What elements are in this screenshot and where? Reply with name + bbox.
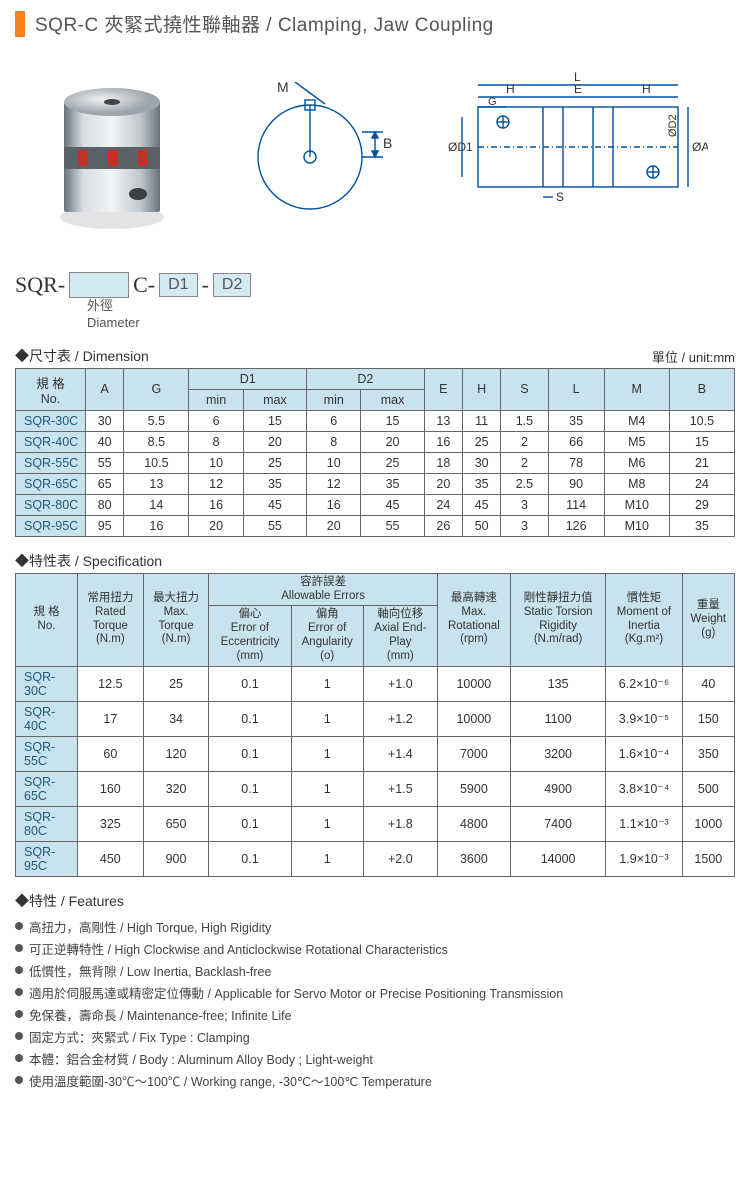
bullet-icon	[15, 1076, 23, 1084]
feature-item: 免保養，壽命長 / Maintenance-free; Infinite Lif…	[15, 1005, 735, 1024]
product-photo	[42, 72, 182, 232]
svg-text:B: B	[383, 135, 392, 151]
feature-item: 本體：鋁合金材質 / Body : Aluminum Alloy Body ; …	[15, 1049, 735, 1068]
th-s: S	[501, 368, 548, 410]
table-row: SQR-30C305.561561513111.535M410.5	[16, 410, 735, 431]
features-section: ◆特性 / Features 高扭力，高剛性 / High Torque, Hi…	[15, 891, 735, 1090]
th-weight: 重量 Weight (g)	[682, 573, 734, 666]
th-m: M	[604, 368, 669, 410]
svg-text:S: S	[556, 190, 564, 204]
svg-text:H: H	[642, 82, 651, 96]
th-rpm: 最高轉速 Max. Rotational (rpm)	[437, 573, 510, 666]
spec-title: ◆特性表 / Specification	[15, 551, 162, 571]
svg-text:M: M	[277, 82, 289, 95]
feature-item: 可正逆轉特性 / High Clockwise and Anticlockwis…	[15, 939, 735, 958]
table-row: SQR-80C3256500.11+1.8480074001.1×10⁻³100…	[16, 806, 735, 841]
feature-item: 使用溫度範圍-30℃～100℃ / Working range, -30℃～10…	[15, 1071, 735, 1090]
bullet-icon	[15, 966, 23, 974]
partcode-dash: -	[202, 272, 209, 298]
svg-text:ØA: ØA	[692, 140, 708, 154]
feature-item: 適用於伺服馬達或精密定位傳動 / Applicable for Servo Mo…	[15, 983, 735, 1002]
partcode-diameter-box	[69, 272, 129, 298]
th-allow: 容許誤差 Allowable Errors	[209, 573, 437, 606]
svg-text:ØD1: ØD1	[448, 140, 473, 154]
th-spec-no: 規 格 No.	[16, 573, 78, 666]
table-row: SQR-55C601200.11+1.4700032001.6×10⁻⁴350	[16, 736, 735, 771]
table-row: SQR-40C17340.11+1.21000011003.9×10⁻⁵150	[16, 701, 735, 736]
th-l: L	[548, 368, 604, 410]
feature-item: 固定方式：夾緊式 / Fix Type : Clamping	[15, 1027, 735, 1046]
page-title-row: SQR-C 夾緊式撓性聯軸器 / Clamping, Jaw Coupling	[15, 10, 735, 37]
svg-text:ØD2: ØD2	[667, 114, 679, 137]
feature-item: 高扭力，高剛性 / High Torque, High Rigidity	[15, 917, 735, 936]
th-rigidity: 剛性靜扭力值 Static Torsion Rigidity (N.m/rad)	[510, 573, 605, 666]
th-e: E	[424, 368, 462, 410]
th-a: A	[86, 368, 124, 410]
table-row: SQR-30C12.5250.11+1.0100001356.2×10⁻⁶40	[16, 666, 735, 701]
table-row: SQR-55C5510.5102510251830278M621	[16, 452, 735, 473]
th-rated: 常用扭力 Rated Torque (N.m)	[78, 573, 144, 666]
th-d1: D1	[189, 368, 307, 389]
th-inertia: 慣性矩 Moment of Inertia (Kg.m²)	[606, 573, 682, 666]
table-row: SQR-95C4509000.11+2.03600140001.9×10⁻³15…	[16, 841, 735, 876]
dimension-table: 規 格 No. A G D1 D2 E H S L M B min max mi…	[15, 368, 735, 537]
feature-item: 低慣性，無背隙 / Low Inertia, Backlash-free	[15, 961, 735, 980]
th-d2max: max	[361, 389, 424, 410]
th-ecc: 偏心 Error of Eccentricity (mm)	[209, 606, 291, 666]
svg-text:E: E	[574, 82, 582, 96]
page-title: SQR-C 夾緊式撓性聯軸器 / Clamping, Jaw Coupling	[35, 10, 494, 37]
table-row: SQR-95C95162055205526503126M1035	[16, 515, 735, 536]
bullet-icon	[15, 988, 23, 996]
th-ang: 偏角 Error of Angularity (o)	[291, 606, 363, 666]
svg-text:H: H	[506, 82, 515, 96]
part-code-block: SQR- C- D1 - D2 外徑 Diameter	[15, 272, 735, 332]
features-title: ◆特性 / Features	[15, 891, 735, 911]
svg-text:G: G	[488, 96, 497, 108]
spec-table: 規 格 No. 常用扭力 Rated Torque (N.m) 最大扭力 Max…	[15, 573, 735, 877]
partcode-prefix: SQR-	[15, 272, 65, 298]
bullet-icon	[15, 1032, 23, 1040]
dimension-title: ◆尺寸表 / Dimension	[15, 346, 149, 366]
partcode-sub2: Diameter	[87, 315, 735, 332]
partcode-d2-box: D2	[213, 273, 251, 297]
th-d2: D2	[307, 368, 425, 389]
th-d1max: max	[243, 389, 306, 410]
th-d1min: min	[189, 389, 243, 410]
bullet-icon	[15, 944, 23, 952]
table-row: SQR-80C80141645164524453114M1029	[16, 494, 735, 515]
title-accent-bar	[15, 11, 25, 37]
th-g: G	[124, 368, 189, 410]
table-row: SQR-65C1603200.11+1.5590049003.8×10⁻⁴500	[16, 771, 735, 806]
bullet-icon	[15, 922, 23, 930]
table-row: SQR-40C408.58208201625266M515	[16, 431, 735, 452]
partcode-mid: C-	[133, 272, 155, 298]
th-axial: 軸向位移 Axial End- Play (mm)	[363, 606, 437, 666]
th-no: 規 格 No.	[16, 368, 86, 410]
th-b: B	[669, 368, 734, 410]
partcode-d1-box: D1	[159, 273, 197, 297]
th-h: H	[463, 368, 501, 410]
table-row: SQR-65C65131235123520352.590M824	[16, 473, 735, 494]
diagram-side: L H E H G ØA ØD1 ØD2 S	[448, 67, 708, 237]
diagram-row: M B L H E H G ØA	[15, 62, 735, 242]
diagram-circle: M B	[235, 82, 395, 222]
dimension-unit: 單位 / unit:mm	[652, 347, 735, 366]
partcode-sub1: 外徑	[87, 298, 735, 315]
bullet-icon	[15, 1054, 23, 1062]
th-max: 最大扭力 Max. Torque (N.m)	[143, 573, 209, 666]
bullet-icon	[15, 1010, 23, 1018]
th-d2min: min	[307, 389, 361, 410]
